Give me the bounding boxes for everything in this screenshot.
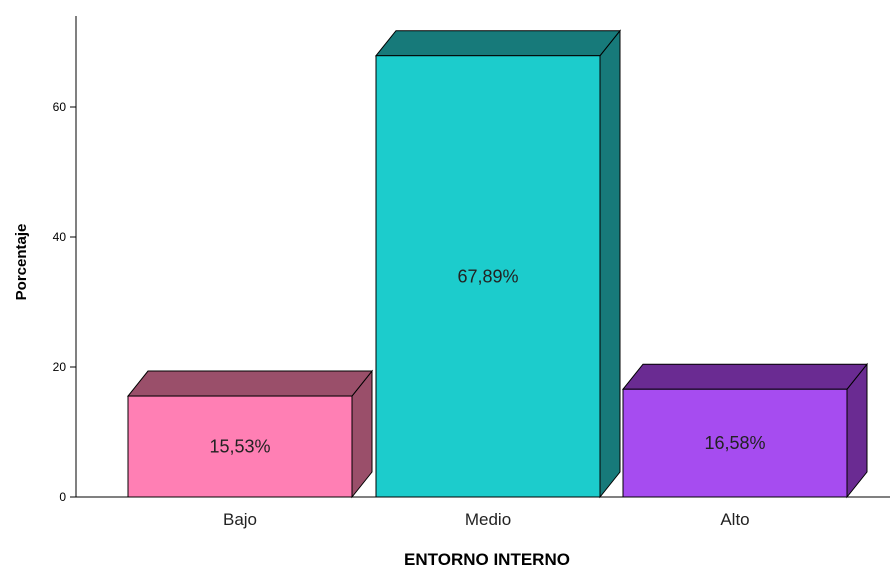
bar-medio: 67,89% Medio [374, 29, 622, 529]
data-label: 67,89% [457, 266, 518, 286]
bar-front [127, 395, 353, 498]
bar-alto: 16,58% Alto [621, 362, 869, 529]
x-tick-label: Bajo [223, 510, 257, 529]
y-tick-label: 20 [53, 360, 67, 374]
bar-side [599, 29, 621, 499]
bars: 15,53% Bajo 67,89% Medio 16,58% Alto [126, 29, 869, 529]
bar-top [126, 370, 374, 397]
x-tick-label: Alto [720, 510, 749, 529]
y-tick-label: 40 [53, 230, 67, 244]
x-axis-title: ENTORNO INTERNO [404, 550, 570, 568]
x-tick-label: Medio [465, 510, 511, 529]
y-tick-label: 0 [59, 490, 66, 504]
y-ticks: 0 20 40 60 [53, 100, 76, 504]
bar-bajo: 15,53% Bajo [126, 369, 374, 529]
bar-top [374, 30, 622, 57]
bar-front [375, 55, 601, 498]
data-label: 15,53% [209, 437, 270, 457]
y-axis-title: Porcentaje [13, 224, 30, 301]
data-label: 16,58% [704, 433, 765, 453]
y-tick-label: 60 [53, 100, 67, 114]
bar-front [622, 388, 848, 498]
bar-top [621, 363, 869, 390]
